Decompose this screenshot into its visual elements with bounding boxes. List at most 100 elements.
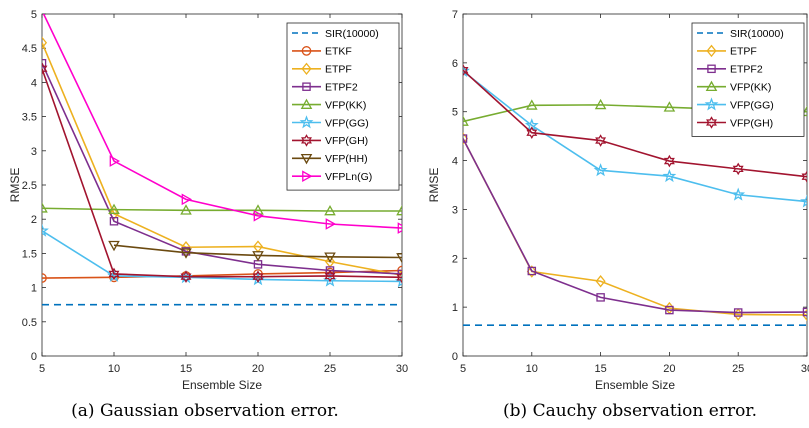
x-axis-label: Ensemble Size (182, 378, 262, 392)
data-point-vfp-gh (801, 170, 807, 183)
x-tick-label: 5 (39, 363, 45, 375)
y-tick-label: 3.5 (22, 112, 37, 124)
data-point-vfp-gg (731, 187, 746, 201)
legend-label: VFP(GG) (730, 99, 774, 111)
legend-label: ETPF (325, 64, 352, 76)
legend-marker (301, 46, 312, 56)
chart-panel-b: Ensemble Size RMSE (b) Cauchy observatio… (427, 9, 809, 421)
legend-marker (707, 64, 716, 74)
y-tick-label: 1 (452, 302, 458, 314)
y-tick-label: 2.5 (22, 180, 37, 192)
data-point-vfp-kk (801, 105, 807, 117)
data-point-etpf (42, 36, 48, 49)
series-layer (42, 14, 402, 306)
data-point-vfp-gh (324, 269, 336, 283)
legend-label: VFP(KK) (730, 82, 771, 94)
legend-label: VFP(KK) (325, 99, 366, 111)
data-point-vfp-gh (42, 62, 48, 76)
legend: SIR(10000) ETPF ETPF2 VFP(KK) VFP(GG) VFP(GH) (691, 22, 805, 137)
series-line-vfp-hh (113, 244, 402, 259)
data-point-vfp-kk (594, 98, 607, 110)
series-line-vfp-gg (463, 70, 807, 203)
data-point-etpf2 (596, 293, 605, 302)
y-tick-label: 5 (452, 107, 458, 119)
legend-marker (301, 134, 312, 147)
data-point-vfp-kk (324, 204, 336, 216)
data-point-vfp-kk (663, 101, 676, 112)
data-point-vfpln-g (109, 155, 121, 167)
y-tick-label: 4.5 (22, 43, 37, 55)
data-point-vfp-kk (463, 115, 469, 126)
series-line-vfp-gh (42, 68, 402, 279)
legend: SIR(10000) ETKF ETPF ETPF2 VFP(KK) VFP(GG) VFP… (286, 22, 400, 191)
x-tick-label: 30 (396, 363, 408, 375)
caption: (a) Gaussian observation error. (71, 401, 339, 421)
legend-marker (300, 98, 313, 109)
data-point-etpf2 (733, 308, 743, 317)
x-tick-label: 10 (526, 363, 538, 375)
series-line-vfp-kk (42, 207, 402, 212)
x-tick-label: 15 (594, 363, 606, 375)
y-tick-label: 2 (452, 253, 458, 265)
data-point-vfp-kk (396, 204, 402, 216)
legend-label: VFP(HH) (325, 153, 368, 165)
data-point-vfp-kk (252, 204, 264, 215)
data-point-etpf2 (109, 217, 119, 226)
data-point-vfp-kk (108, 203, 120, 214)
data-point-vfp-kk (525, 99, 538, 110)
data-point-vfp-gh (732, 162, 744, 176)
x-tick-label: 5 (460, 363, 466, 375)
legend-marker (301, 62, 312, 76)
data-point-vfpln-g (397, 222, 402, 234)
data-point-etpf (801, 308, 807, 322)
data-point-etpf2 (527, 266, 537, 276)
legend-label: SIR(10000) (325, 28, 379, 40)
x-tick-label: 10 (108, 363, 120, 375)
x-tick-label: 25 (732, 363, 744, 375)
y-tick-label: 1.5 (22, 248, 37, 260)
legend-box (691, 22, 805, 137)
data-point-etpf2 (463, 134, 468, 143)
data-point-etpf2 (802, 307, 807, 317)
series-line-etkf (42, 269, 402, 279)
y-axis-label: RMSE (427, 168, 441, 203)
data-point-vfp-gh (252, 270, 264, 283)
legend-label: ETPF2 (730, 64, 763, 76)
legend-marker (300, 153, 313, 165)
y-tick-label: 2 (31, 214, 37, 226)
data-point-vfpln-g (325, 218, 337, 230)
legend-label: ETKF (325, 46, 352, 58)
y-axis-label: RMSE (8, 168, 22, 203)
data-point-vfp-hh (324, 252, 336, 263)
data-point-vfp-gg (800, 194, 807, 208)
data-point-vfp-hh (252, 251, 264, 262)
data-point-vfp-gh (180, 270, 192, 283)
data-point-vfp-gh (595, 134, 607, 147)
data-point-vfp-gg (42, 223, 49, 237)
y-tick-label: 4 (31, 77, 37, 89)
x-tick-label: 15 (180, 363, 192, 375)
y-tick-label: 0 (31, 351, 37, 363)
legend-label: VFP(GG) (325, 117, 369, 129)
series-layer (463, 63, 807, 327)
legend-label: VFP(GH) (730, 117, 773, 129)
y-tick-label: 6 (452, 58, 458, 70)
y-tick-label: 3 (31, 146, 37, 158)
y-tick-label: 3 (452, 204, 458, 216)
series-line-vfpln-g (42, 14, 402, 229)
x-tick-label: 25 (324, 363, 336, 375)
data-point-vfpln-g (181, 193, 193, 206)
legend-label: VFP(GH) (325, 135, 368, 147)
data-point-vfp-gg (662, 168, 677, 183)
x-axis-label: Ensemble Size (595, 378, 675, 392)
x-tick-label: 30 (801, 363, 809, 375)
data-point-vfp-gh (108, 267, 120, 281)
data-point-vfp-gh (396, 271, 402, 284)
y-tick-label: 4 (452, 156, 458, 168)
data-point-vfp-gh (663, 154, 675, 168)
y-tick-label: 0.5 (22, 317, 37, 329)
caption: (b) Cauchy observation error. (503, 401, 757, 421)
series-line-vfp-gh (463, 69, 807, 178)
data-point-vfpln-g (253, 209, 265, 222)
